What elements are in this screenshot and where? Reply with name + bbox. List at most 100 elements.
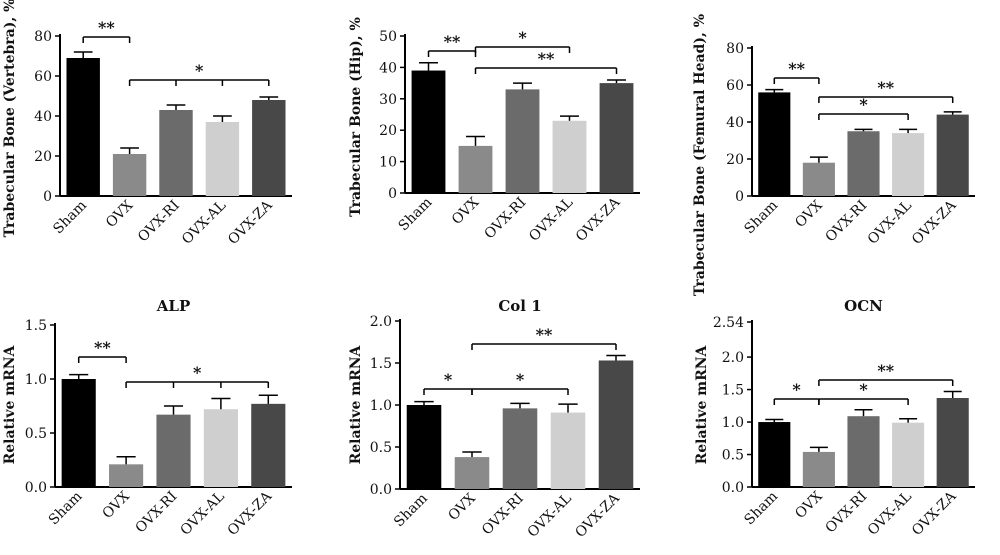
y-tick-label: 0 [735,189,744,205]
bar-ovx [802,162,835,196]
bar-ovx-al [892,422,925,487]
bar-ovx [112,154,147,196]
bar-ovx-za [251,403,286,487]
significance-label: ** [877,361,894,380]
x-tick-label: OVX-ZA [572,490,623,541]
significance-label: * [516,370,525,389]
bar-sham [758,92,791,196]
bar-ovx-al [203,409,238,487]
y-tick-label: 1.0 [25,372,47,388]
y-tick-label: 0.0 [25,480,47,496]
significance-label: ** [536,325,553,344]
bar-sham [61,379,96,487]
x-tick-label: OVX-RI [823,198,871,246]
bar-ovx-al [205,122,240,196]
bar-ovx-za [936,114,969,196]
bar-sham [66,58,100,196]
significance-label: * [859,380,868,399]
x-tick-label: OVX-AL [865,198,915,248]
y-tick-label: 0.0 [370,482,392,498]
y-axis-label: Trabecular Bone (Hip), % [348,17,364,217]
x-tick-label: OVX [445,490,478,523]
y-tick-label: 0.0 [722,480,744,496]
x-tick-label: OVX [99,488,132,521]
y-tick-label: 40 [34,109,52,125]
bar-sham [411,70,446,193]
bar-ovx-al [552,120,587,193]
bar-ovx-za [936,398,969,487]
x-tick-label: Sham [741,198,781,238]
chart-panel-3: Trabecular Bone (Femural Head), % 0 20 40 60… [692,14,975,296]
y-tick-label: 1.5 [370,356,392,372]
chart-panel-6: OCN Relative mRNA 0.0 0.5 1.0 1.5 2.0 2.54 Sham O… [694,297,975,539]
bar-ovx-za [599,83,634,193]
y-tick-label: 20 [34,149,52,165]
chart-panel-2: Trabecular Bone (Hip), % 0 10 20 30 40 50 Sham O… [348,17,640,245]
y-tick-label: 60 [726,78,744,94]
significance-label: * [195,61,204,80]
y-tick-label: 40 [726,115,744,131]
bar-ovx-al [550,412,586,489]
bar-ovx-za [252,100,286,196]
y-tick-label: 2.0 [722,350,744,366]
x-tick-label: OVX [792,197,825,230]
x-tick-label: OVX-RI [482,195,530,243]
y-tick-label: 2.54 [713,315,744,331]
bar-ovx-ri [156,414,191,487]
significance-label: * [859,95,868,114]
x-tick-label: Sham [741,489,781,529]
bar-ovx [802,451,835,487]
significance-label: ** [538,49,555,68]
y-tick-label: 80 [726,41,744,57]
bar-sham [758,422,791,487]
x-tick-label: OVX-ZA [225,197,276,248]
x-tick-label: OVX-AL [179,198,229,248]
x-tick-label: OVX [103,197,136,230]
bar-ovx-za [598,360,634,489]
significance-label: ** [788,59,805,78]
y-axis-label: Trabecular Bone (Vertebra), % [2,0,18,237]
x-tick-label: Sham [391,491,431,531]
bar-ovx-ri [159,110,193,196]
x-tick-label: Sham [396,195,436,235]
x-tick-label: OVX-AL [526,195,576,245]
x-tick-label: OVX [792,488,825,521]
x-tick-label: OVX-AL [178,489,228,539]
y-tick-label: 0 [388,186,397,202]
y-tick-label: 1.5 [722,383,744,399]
significance-label: * [444,370,453,389]
bar-ovx-ri [847,416,880,487]
significance-label: ** [98,18,115,37]
y-axis-label: Relative mRNA [2,344,18,464]
y-axis-label: Trabecular Bone (Femural Head), % [692,14,708,296]
x-tick-label: Sham [46,489,86,529]
y-tick-label: 20 [726,152,744,168]
x-tick-label: Sham [50,198,90,238]
y-tick-label: 10 [379,155,397,171]
y-tick-label: 50 [379,29,397,45]
bar-ovx-al [892,133,925,196]
y-tick-label: 30 [379,92,397,108]
y-tick-label: 20 [379,123,397,139]
x-tick-label: OVX-ZA [909,197,960,248]
x-tick-label: OVX-AL [525,491,575,541]
y-tick-label: 2.0 [370,314,392,330]
x-tick-label: OVX-RI [135,198,183,246]
x-tick-label: OVX-ZA [909,488,960,539]
significance-label: * [193,363,202,382]
bar-sham [406,405,442,489]
y-axis-label: Relative mRNA [348,344,364,464]
x-tick-label: OVX-RI [823,489,871,537]
x-tick-label: OVX-AL [865,489,915,539]
chart-panel-4: ALP Relative mRNA 0.0 0.5 1.0 1.5 Sham OVX OVX-R… [2,297,292,539]
bar-ovx-ri [505,89,540,193]
y-tick-label: 0.5 [370,440,392,456]
y-tick-label: 0 [43,189,52,205]
x-tick-label: OVX-RI [133,489,181,537]
bar-ovx-ri [847,131,880,196]
significance-label: ** [94,338,111,357]
x-tick-label: OVX-ZA [225,488,276,539]
y-tick-label: 0.5 [25,426,47,442]
x-tick-label: OVX-RI [479,491,527,539]
y-tick-label: 80 [34,29,52,45]
